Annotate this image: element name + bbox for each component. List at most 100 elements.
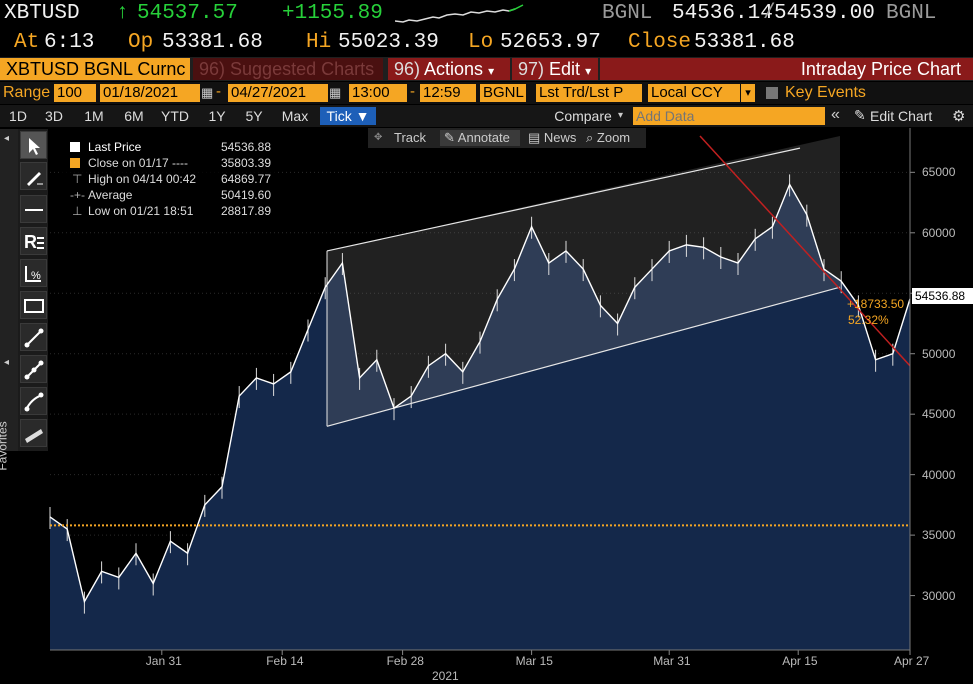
pencil-icon: ✎ xyxy=(444,130,458,145)
rectangle-tool[interactable] xyxy=(20,291,47,319)
quote-stats: At 6:13 Op 53381.68 Hi 55023.39 Lo 52653… xyxy=(0,29,973,56)
pen-tool[interactable] xyxy=(20,162,47,190)
period-1d[interactable]: 1D xyxy=(9,108,27,124)
percent-tool[interactable]: % xyxy=(20,259,47,287)
cursor-icon xyxy=(29,138,40,155)
legend-value: 54536.88 xyxy=(220,140,271,154)
horizontal-line-tool[interactable] xyxy=(20,195,47,223)
favorites-rail[interactable]: ◂ ◂ xyxy=(0,129,18,451)
key-events-label: Key Events xyxy=(785,84,866,101)
ticker-symbol[interactable]: XBTUSD xyxy=(4,2,80,25)
calendar-icon[interactable]: ▦ xyxy=(201,85,214,100)
chevron-down-icon[interactable]: ▾ xyxy=(741,84,755,102)
up-arrow-icon: ↑ xyxy=(116,2,129,25)
period-6m[interactable]: 6M xyxy=(124,108,144,124)
period-1m[interactable]: 1M xyxy=(84,108,104,124)
edit-num: 97) xyxy=(518,59,545,79)
interval-field[interactable]: 100 xyxy=(54,84,96,102)
add-data-input[interactable] xyxy=(633,107,825,125)
close-price: 53381.68 xyxy=(694,31,795,54)
edit-menu[interactable]: 97) Edit ▾ xyxy=(512,58,598,80)
drag-handle-icon[interactable]: ✥ xyxy=(374,132,383,143)
time-dash: - xyxy=(410,83,415,100)
zoom-button[interactable]: ⌕ Zoom xyxy=(586,130,630,146)
end-time-field[interactable]: 12:59 xyxy=(420,84,476,102)
y-tick-label: 45000 xyxy=(922,407,956,422)
bid-price: 54536.14 xyxy=(672,2,773,25)
currency-select[interactable]: Local CCY xyxy=(648,84,740,102)
actions-num: 96) xyxy=(394,59,421,79)
last-price-tag: 54536.88 xyxy=(912,288,973,304)
period-max[interactable]: Max xyxy=(281,108,309,124)
chevron-left-icon[interactable]: ◂ xyxy=(4,357,10,368)
legend-label: Last Price xyxy=(88,140,142,154)
security-field[interactable]: XBTUSD BGNL Curnc xyxy=(0,58,190,80)
x-tick-label: Mar 15 xyxy=(515,654,553,668)
net-change: +1155.89 xyxy=(282,2,383,25)
track-button[interactable]: Track xyxy=(394,130,426,146)
channel-band xyxy=(327,136,840,427)
trendline-tool[interactable] xyxy=(20,323,47,351)
collapse-icon[interactable]: « xyxy=(831,106,840,123)
y-tick-label: 30000 xyxy=(922,588,956,603)
time-label: At xyxy=(14,31,40,54)
source-field[interactable]: BGNL xyxy=(480,84,526,102)
start-time-field[interactable]: 13:00 xyxy=(349,84,407,102)
ruler-tool[interactable] xyxy=(20,419,47,447)
news-button[interactable]: ▤ News xyxy=(528,130,576,146)
actions-label: Actions xyxy=(424,59,484,79)
y-tick-label: 35000 xyxy=(922,528,956,543)
last-price: 54537.57 xyxy=(137,2,238,25)
price-chart[interactable] xyxy=(0,128,973,684)
ask-price: 54539.00 xyxy=(774,2,875,25)
compare-button[interactable]: Compare xyxy=(554,108,612,124)
collapse-icon[interactable]: ◂ xyxy=(4,133,10,144)
suggested-charts-menu[interactable]: 96) Suggested Charts xyxy=(193,58,383,80)
svg-text:R: R xyxy=(24,232,37,252)
quote-header: XBTUSD ↑ 54537.57 +1155.89 BGNL 54536.14… xyxy=(0,0,973,29)
edit-label: Edit xyxy=(549,59,581,79)
x-tick-label: Apr 15 xyxy=(782,654,818,668)
gear-icon[interactable]: ⚙ xyxy=(952,108,966,125)
y-tick-label: 40000 xyxy=(922,467,956,482)
bid-ask-separator: / xyxy=(763,2,776,25)
high-label: Hi xyxy=(306,31,332,54)
high-marker-icon: ⊤ xyxy=(72,172,83,186)
legend-value: 35803.39 xyxy=(220,156,271,170)
legend-value: 28817.89 xyxy=(220,204,271,218)
fibonacci-tool[interactable] xyxy=(20,387,47,415)
ruler-icon xyxy=(25,429,43,443)
track-label: Track xyxy=(394,130,427,145)
text-tool[interactable]: R xyxy=(20,227,47,255)
average-marker-icon: -+- xyxy=(70,188,85,202)
period-1y[interactable]: 1Y xyxy=(208,108,226,124)
chevron-down-icon[interactable]: ▾ xyxy=(618,110,624,121)
period-3d[interactable]: 3D xyxy=(45,108,63,124)
legend-label: High on 04/14 00:42 xyxy=(88,172,197,186)
channel-tool[interactable] xyxy=(20,355,47,383)
trendline-icon xyxy=(24,328,44,348)
key-events-checkbox[interactable] xyxy=(766,87,778,99)
end-date-field[interactable]: 04/27/2021 xyxy=(228,84,328,102)
edit-chart-button[interactable]: Edit Chart xyxy=(870,108,933,124)
period-5y[interactable]: 5Y xyxy=(245,108,263,124)
function-bar: XBTUSD BGNL Curnc 96) Suggested Charts 9… xyxy=(0,57,973,81)
svg-text:%: % xyxy=(31,270,41,282)
search-icon: ⌕ xyxy=(586,130,597,145)
rectangle-icon xyxy=(24,299,44,313)
low-label: Lo xyxy=(468,31,494,54)
news-label: News xyxy=(543,130,577,145)
horizontal-line-icon xyxy=(25,209,43,211)
calendar-icon[interactable]: ▦ xyxy=(329,85,342,100)
low-marker-icon: ⊥ xyxy=(72,204,83,218)
pointer-tool[interactable] xyxy=(20,131,47,159)
tick-dropdown[interactable]: Tick ▼ xyxy=(320,107,376,125)
close-label: Close xyxy=(628,31,692,54)
period-ytd[interactable]: YTD xyxy=(161,108,189,124)
chart-legend: Last Price 54536.88 Close on 01/17 ---- … xyxy=(60,138,275,220)
annotate-button[interactable]: ✎ Annotate xyxy=(440,130,520,146)
range-label: Range xyxy=(3,84,51,101)
start-date-field[interactable]: 01/18/2021 xyxy=(100,84,200,102)
field-selector[interactable]: Lst Trd/Lst P xyxy=(536,84,642,102)
actions-menu[interactable]: 96) Actions ▾ xyxy=(388,58,510,80)
